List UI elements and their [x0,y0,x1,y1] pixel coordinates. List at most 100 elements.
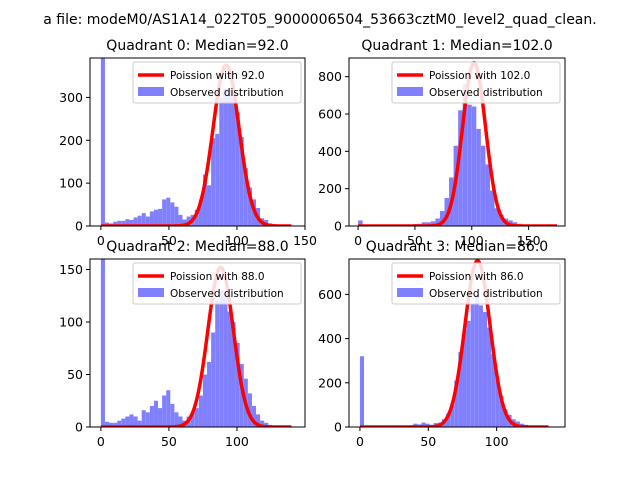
hist-bar [117,420,122,427]
hist-bar [178,416,183,427]
hist-bar [198,199,203,226]
hist-bar [251,406,257,427]
y-tick-label: 200 [318,181,342,196]
hist-bar [499,396,504,427]
x-tick-label: 0 [97,434,105,449]
hist-bar [474,294,479,427]
hist-bar [359,356,365,427]
hist-bar [478,305,483,427]
hist-bar [480,145,486,226]
y-tick-label: 200 [318,375,342,390]
legend-patch-swatch [397,288,423,297]
x-tick-label: 100 [485,434,509,449]
hist-bar [198,395,203,427]
axes-frame [348,258,566,428]
hist-bar [100,58,105,226]
legend-box [391,61,561,104]
hist-bar [162,395,167,427]
hist-bar [462,329,467,427]
y-tick-label: 200 [59,133,83,148]
hist-bar [491,354,496,427]
y-tick-label: 100 [59,176,83,191]
x-tick-label: 50 [420,434,436,449]
hist-bar [426,222,431,226]
hist-bar [113,422,118,427]
x-tick-label: 150 [293,233,317,248]
hist-bar [145,412,150,427]
hist-bar [202,374,208,427]
axes-frame [89,258,306,428]
hist-bar [153,209,159,226]
y-tick-label: 0 [334,420,342,435]
plot-area [358,259,550,427]
hist-bar [471,106,477,226]
poisson-curve [358,259,550,427]
legend: Poission with 102.0 Observed distribution [391,61,561,104]
hist-bar [430,221,436,226]
hist-bar [129,414,134,427]
x-tick-label: 50 [161,434,177,449]
hist-bar [149,211,154,226]
hist-bar [476,128,481,226]
hist-bar [446,413,451,427]
hist-bar [264,422,269,427]
hist-bar [215,133,220,226]
hist-bar [149,406,154,427]
y-tick-label: 150 [59,262,83,277]
poisson-curve [99,63,293,226]
hist-bar [121,418,126,427]
hist-bar [499,214,504,226]
hist-bar [129,220,134,226]
y-tick-label: 600 [318,287,342,302]
panel-title: Quadrant 1: Median=102.0 [361,38,552,54]
x-tick-label: 100 [460,233,484,248]
hist-bar [207,185,212,226]
hist-bar [466,320,471,427]
hist-bar [219,290,224,427]
y-tick-label: 400 [318,144,342,159]
hist-bar [227,88,232,226]
hist-bar [247,187,252,226]
hist-bar [260,420,265,427]
y-tick-label: 800 [318,69,342,84]
hist-bar [450,404,455,427]
hist-bar [137,215,142,226]
hist-bar [470,303,475,427]
hist-bar [215,301,220,427]
panel-title: Quadrant 2: Median=88.0 [106,239,288,255]
legend-patch-swatch [138,87,164,96]
hist-bar [125,219,130,226]
hist-bar [219,98,224,226]
hist-bar [174,412,179,427]
hist-bar [235,343,240,427]
hist-bar [121,220,126,226]
legend-label-poisson: Poission with 88.0 [170,271,265,283]
hist-bar [458,351,463,427]
figure-suptitle: a file: modeM0/AS1A14_022T05_9000006504_… [43,12,596,28]
hist-bar [133,217,138,226]
hist-bar [482,312,488,427]
legend-box [132,262,302,305]
hist-bar [207,361,212,427]
y-tick-label: 0 [75,420,83,435]
y-tick-label: 0 [75,219,83,234]
poisson-curve [99,265,293,427]
hist-bar [421,422,426,427]
legend-label-observed: Observed distribution [170,288,284,300]
panel-title: Quadrant 3: Median=86.0 [366,239,548,255]
hist-bar [462,84,468,226]
hist-bar [235,112,240,226]
panel-quadrant-3: 0 50 100 0 200 400 600 Quadrant 3: Median=86.0 P… [318,239,566,449]
subplot-grid: 0 50 100 150 0 100 200 300 Quadrant 0: Median=92… [59,38,566,449]
hist-bar [454,380,459,427]
hist-bar [421,222,427,226]
panel-quadrant-1: 0 50 100 150 0 200 400 600 800 Quadrant 1: Median… [318,38,566,248]
y-tick-label: 600 [318,107,342,122]
legend-label-poisson: Poission with 86.0 [429,271,524,283]
hist-bar [211,138,216,226]
legend: Poission with 92.0 Observed distribution [132,61,302,104]
hist-bar [153,400,159,427]
hist-bar [487,327,492,427]
legend: Poission with 88.0 Observed distribution [132,262,302,305]
